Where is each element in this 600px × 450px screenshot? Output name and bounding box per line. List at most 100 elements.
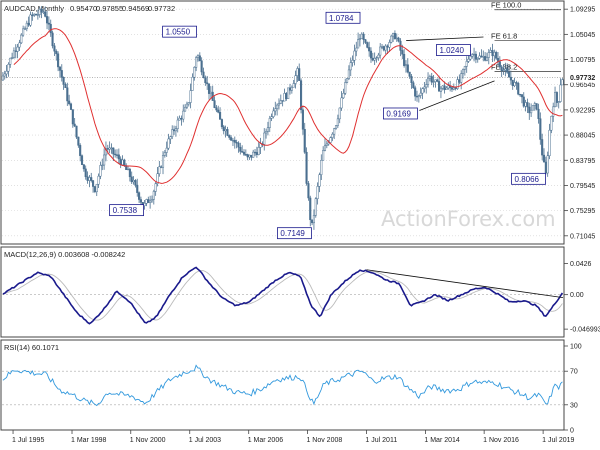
candle-body bbox=[130, 176, 133, 183]
candle-body bbox=[248, 154, 251, 158]
candle-body bbox=[57, 53, 60, 68]
ohlc-high: 0.97855 bbox=[96, 4, 123, 13]
price-annotation-box bbox=[277, 227, 312, 240]
candle-body bbox=[193, 67, 196, 78]
candle-body bbox=[312, 215, 315, 224]
candle-body bbox=[452, 87, 455, 90]
ohlc-open: 0.95470 bbox=[70, 4, 97, 13]
candle-body bbox=[90, 177, 93, 181]
candle-body bbox=[517, 83, 520, 95]
candle-body bbox=[206, 82, 209, 84]
candle-body bbox=[200, 60, 203, 73]
candle-body bbox=[454, 87, 457, 89]
candle-body bbox=[257, 147, 260, 155]
candle-body bbox=[314, 198, 317, 216]
candle-body bbox=[171, 129, 174, 137]
candle-body bbox=[272, 110, 275, 117]
candle-body bbox=[187, 102, 190, 105]
candle-body bbox=[288, 87, 292, 91]
candle-body bbox=[117, 154, 120, 160]
candle-body bbox=[274, 108, 277, 112]
candle-body bbox=[344, 82, 347, 94]
candle-body bbox=[60, 70, 63, 78]
candle-body bbox=[95, 183, 98, 193]
candle-body bbox=[417, 95, 420, 97]
candle-body bbox=[305, 151, 308, 184]
candle-body bbox=[219, 112, 222, 120]
candle-body bbox=[322, 150, 325, 161]
candle-body bbox=[436, 79, 439, 82]
fib-level-label: FE 38.2 bbox=[491, 62, 517, 71]
rsi-panel: RSI(14) 60.1071 100 70 30 0 bbox=[0, 339, 582, 435]
candle-body bbox=[237, 142, 240, 148]
watermark: ActionForex.com bbox=[381, 207, 556, 231]
candle-body bbox=[163, 152, 166, 156]
candle-body bbox=[14, 50, 17, 52]
candle-body bbox=[241, 151, 244, 153]
candle-body bbox=[471, 54, 474, 57]
price-annotation-box bbox=[511, 172, 546, 185]
candle-body bbox=[230, 137, 233, 141]
candle-body bbox=[334, 125, 338, 129]
candle-body bbox=[559, 84, 562, 102]
candle-body bbox=[99, 165, 102, 177]
candle-body bbox=[318, 174, 321, 187]
candle-body bbox=[461, 69, 465, 74]
candle-body bbox=[112, 147, 115, 155]
candle-body bbox=[123, 159, 126, 166]
candle-body bbox=[128, 168, 131, 178]
price-tick-label: 1.00795 bbox=[570, 57, 595, 64]
candle-body bbox=[292, 83, 295, 88]
candle-body bbox=[191, 76, 194, 91]
fib-level-label: FE 100.0 bbox=[491, 1, 521, 10]
candle-body bbox=[300, 80, 303, 111]
candle-body bbox=[71, 109, 74, 125]
candle-body bbox=[502, 69, 505, 72]
candle-body bbox=[458, 79, 461, 83]
candle-body bbox=[473, 53, 476, 56]
candle-body bbox=[228, 135, 231, 138]
candle-body bbox=[519, 93, 522, 96]
candle-body bbox=[134, 180, 137, 186]
candle-body bbox=[53, 45, 56, 52]
time-tick-label: 1 Nov 2016 bbox=[483, 437, 519, 444]
candle-body bbox=[478, 55, 481, 59]
candle-body bbox=[550, 115, 553, 131]
channel-line bbox=[406, 36, 484, 41]
candle-body bbox=[320, 160, 323, 175]
candle-body bbox=[309, 197, 312, 221]
candle-body bbox=[156, 173, 159, 184]
candle-body bbox=[425, 84, 428, 88]
price-annotation-box bbox=[436, 44, 471, 56]
macd-panel-title: MACD(12,26,9) 0.003608 -0.008242 bbox=[4, 250, 125, 259]
candle-body bbox=[360, 33, 363, 39]
time-tick-label: 1 Jul 2011 bbox=[365, 437, 397, 444]
candle-body bbox=[500, 66, 503, 72]
price-tick-label: 1.09295 bbox=[570, 7, 595, 14]
candle-body bbox=[34, 13, 38, 16]
candle-body bbox=[68, 100, 71, 105]
candle-body bbox=[195, 57, 198, 68]
candle-body bbox=[44, 11, 47, 17]
candle-body bbox=[121, 159, 124, 166]
candle-body bbox=[353, 50, 356, 61]
macd-tick-label: 0.00 bbox=[570, 292, 584, 299]
candle-body bbox=[180, 117, 183, 120]
candle-body bbox=[149, 200, 152, 203]
candle-body bbox=[244, 154, 247, 156]
candle-body bbox=[263, 132, 266, 145]
rsi-tick-label: 30 bbox=[570, 402, 578, 409]
candle-body bbox=[154, 183, 157, 192]
rsi-panel-title: RSI(14) 60.1071 bbox=[4, 343, 59, 352]
last-price-tag bbox=[565, 72, 600, 83]
candle-body bbox=[279, 100, 282, 104]
candle-body bbox=[380, 46, 384, 48]
candle-body bbox=[491, 50, 494, 57]
candle-body bbox=[255, 152, 258, 155]
candle-body bbox=[415, 96, 419, 98]
candle-body bbox=[509, 76, 512, 81]
candle-body bbox=[64, 84, 67, 89]
candle-body bbox=[484, 56, 487, 61]
candle-body bbox=[209, 91, 212, 94]
